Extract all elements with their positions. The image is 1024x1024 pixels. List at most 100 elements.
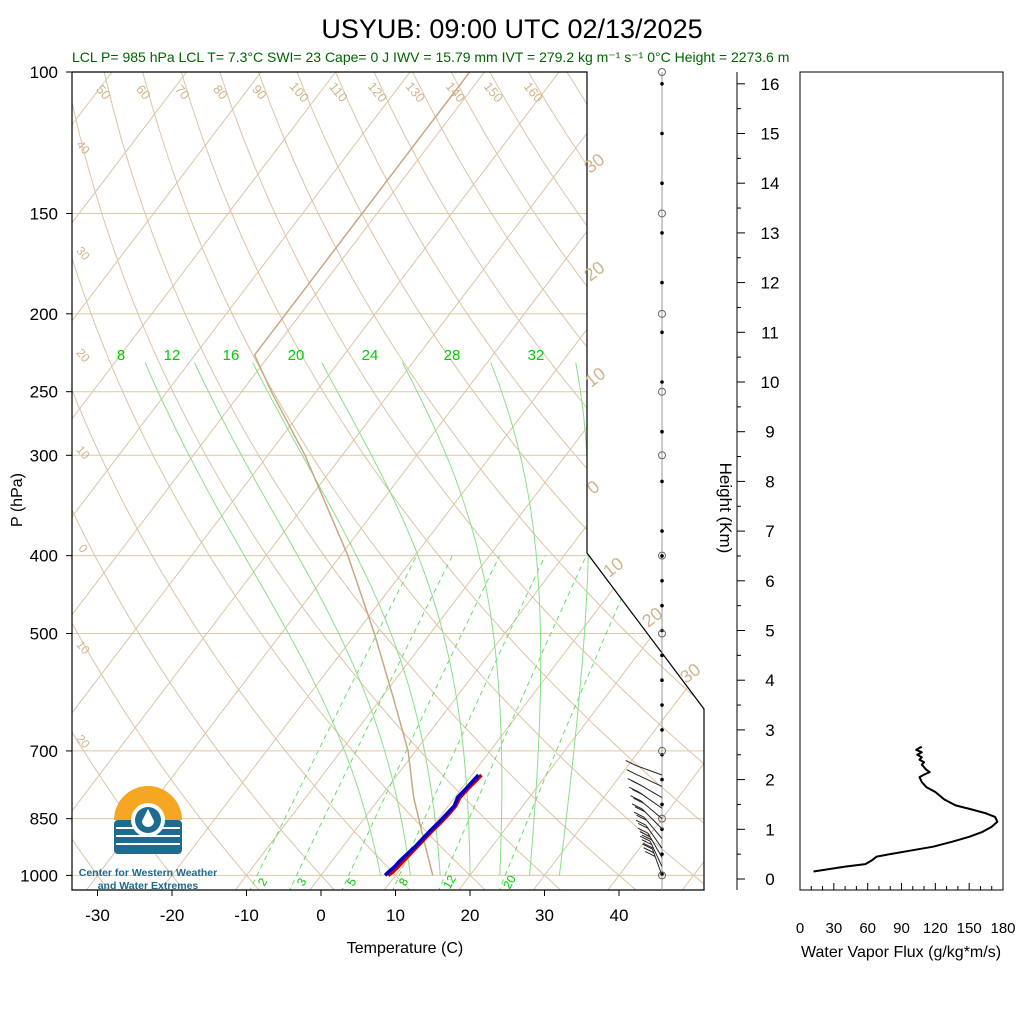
wind-barb [628,786,663,809]
wind-barb-feather [639,835,651,842]
height-marker-dot [660,653,664,658]
dry-adiabat-label: 40 [73,138,93,157]
wind-barb-feather [630,780,642,786]
height-tick-label: 7 [765,522,774,541]
moist-adiabat-line [194,362,411,876]
flux-tick-label: 150 [957,920,982,937]
moist-adiabat-label: 28 [444,347,461,364]
height-tick-label: 4 [765,671,774,690]
wind-barb [625,759,663,776]
wind-barb-feather [639,831,651,838]
wind-barb-feather [641,834,653,841]
wind-barb-feather [628,786,640,793]
flux-tick-label: 30 [825,920,842,937]
dry-adiabat-label: 150 [481,79,506,105]
dry-adiabat-label: 120 [365,79,390,105]
pressure-marker-circle [658,814,666,823]
moist-adiabat-label: 16 [223,347,240,364]
height-marker-dot [660,280,664,285]
temperature-tick-label: -20 [160,906,185,925]
wind-barb-feather [632,788,643,795]
wind-barb-shaft [647,832,663,858]
temperature-tick-label: -10 [234,906,259,925]
wind-barb-shaft [638,791,663,809]
mixing-ratio-line [391,555,546,890]
height-marker-dot [660,479,664,484]
logo-emblem [114,786,182,854]
mixing-ratio-label: 5 [344,875,360,888]
dry-adiabat-line [103,72,640,890]
dry-adiabat-label: 20 [73,346,93,365]
dry-adiabat-line [335,72,704,890]
wind-barb-feather [637,822,649,829]
chart-title: USYUB: 09:00 UTC 02/13/2025 [321,14,702,44]
wind-barb-shaft [643,816,663,839]
isotherm-line [72,72,411,890]
dry-adiabat-line [296,72,704,890]
pressure-marker-circle [658,68,666,76]
height-marker-dot [660,703,664,707]
wind-barb-feather [625,759,636,766]
height-marker-dot [660,131,664,136]
moist-adiabat-label: 20 [288,347,305,364]
isotherm-line [72,72,336,890]
isotherm-line [72,72,262,890]
flux-tick-label: 90 [893,920,910,937]
wind-barb-shaft [640,800,663,820]
height-tick-label: 8 [765,472,774,491]
mixing-ratio-label: 12 [440,872,459,891]
dry-adiabat-line [72,72,262,890]
temperature-tick-label: 0 [316,906,325,925]
flux-tick-label: 180 [990,920,1015,937]
logo-text-line1: Center for Western Weather [79,867,217,879]
height-tick-label: 12 [761,274,780,293]
moist-adiabat-line [144,362,382,876]
isotherm-label: 10 [599,553,627,581]
pressure-tick-label: 300 [30,446,58,465]
height-tick-label: 13 [761,224,780,243]
dry-adiabat-label: 20 [73,732,93,751]
dry-adiabat-line [643,72,704,890]
height-axis-label: Height (Km) [716,463,735,554]
height-marker-dot [660,380,664,384]
height-tick-label: 2 [765,771,774,790]
dry-adiabat-line [142,72,704,890]
wind-barb [627,778,663,798]
height-marker-dot [660,777,664,782]
flux-x-axis-label: Water Vapor Flux (g/kg*m/s) [801,944,1001,961]
isotherm-line [85,72,704,890]
isotherm-line [160,72,704,890]
height-marker-dot [660,330,664,335]
temperature-tick-label: -30 [85,906,110,925]
dry-adiabat-line [605,72,704,890]
height-tick-label: 15 [761,125,780,144]
moist-adiabat-label: 12 [164,347,181,364]
isotherm-line [383,72,704,890]
pressure-tick-label: 150 [30,204,58,223]
dry-adiabat-line [257,72,704,890]
pressure-tick-label: 200 [30,305,58,324]
height-tick-label: 6 [765,572,774,591]
height-marker-dot [660,529,664,533]
wind-barb-shaft [637,783,663,798]
moist-adiabat-line [321,362,471,876]
dry-adiabat-label: 160 [521,79,546,105]
mixing-ratio-label: 3 [294,875,310,888]
wind-barb-feather [635,819,647,826]
dewpoint-profile-line [383,773,480,877]
isotherm-line [607,72,704,890]
height-marker-dot [660,579,664,583]
wind-barb-feather [633,811,645,818]
height-marker-dot [660,82,664,86]
pressure-tick-label: 1000 [20,866,58,885]
x-axis-label: Temperature (C) [347,940,463,957]
pressure-tick-label: 400 [30,547,58,566]
dry-adiabat-line [489,72,704,890]
pressure-marker-circle [658,871,666,880]
wind-barb-feather [637,827,649,834]
height-tick-label: 10 [761,373,780,392]
isotherm-label: 20 [580,257,608,285]
height-tick-label: 0 [765,870,774,889]
moist-adiabat-label: 8 [117,347,125,364]
